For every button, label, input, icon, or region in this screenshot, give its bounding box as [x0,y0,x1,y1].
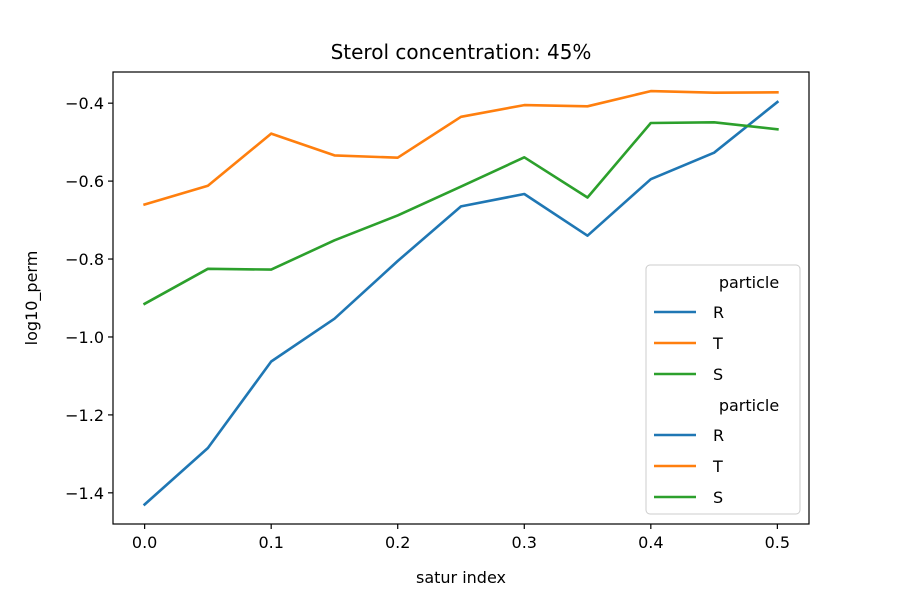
y-tick-label: −0.6 [65,172,104,191]
y-tick-label: −0.4 [65,94,104,113]
legend-box [645,264,801,515]
legend-label-T: T [712,457,723,476]
y-tick-label: −1.0 [65,328,104,347]
y-tick-label: −0.8 [65,250,104,269]
series-line-T [142,89,779,207]
legend-label-R: R [713,426,724,445]
x-tick-label: 0.2 [385,533,410,552]
legend-title: particle [719,273,779,292]
x-tick-label: 0.3 [512,533,537,552]
x-tick-label: 0.5 [765,533,790,552]
y-axis-ticks: −1.4 −1.2 −1.0 −0.8 −0.6 −0.4 [65,94,113,503]
plot-series-layer [142,89,780,507]
x-axis-ticks: 0.0 0.1 0.2 0.3 0.4 0.5 [132,524,790,552]
x-tick-label: 0.4 [638,533,663,552]
legend-label-R: R [713,303,724,322]
legend-label-T: T [712,334,723,353]
y-tick-label: −1.2 [65,406,104,425]
legend-title: particle [719,396,779,415]
x-tick-label: 0.1 [258,533,283,552]
x-axis-label: satur index [416,568,506,587]
legend-label-S: S [713,488,723,507]
y-tick-label: −1.4 [65,484,104,503]
series-line-R [142,100,780,507]
plot-frame [112,71,810,525]
x-tick-label: 0.0 [132,533,157,552]
chart-title: Sterol concentration: 45% [331,40,592,64]
y-axis-label: log10_perm [22,251,42,346]
legend-label-S: S [713,365,723,384]
series-line-S [142,121,779,306]
